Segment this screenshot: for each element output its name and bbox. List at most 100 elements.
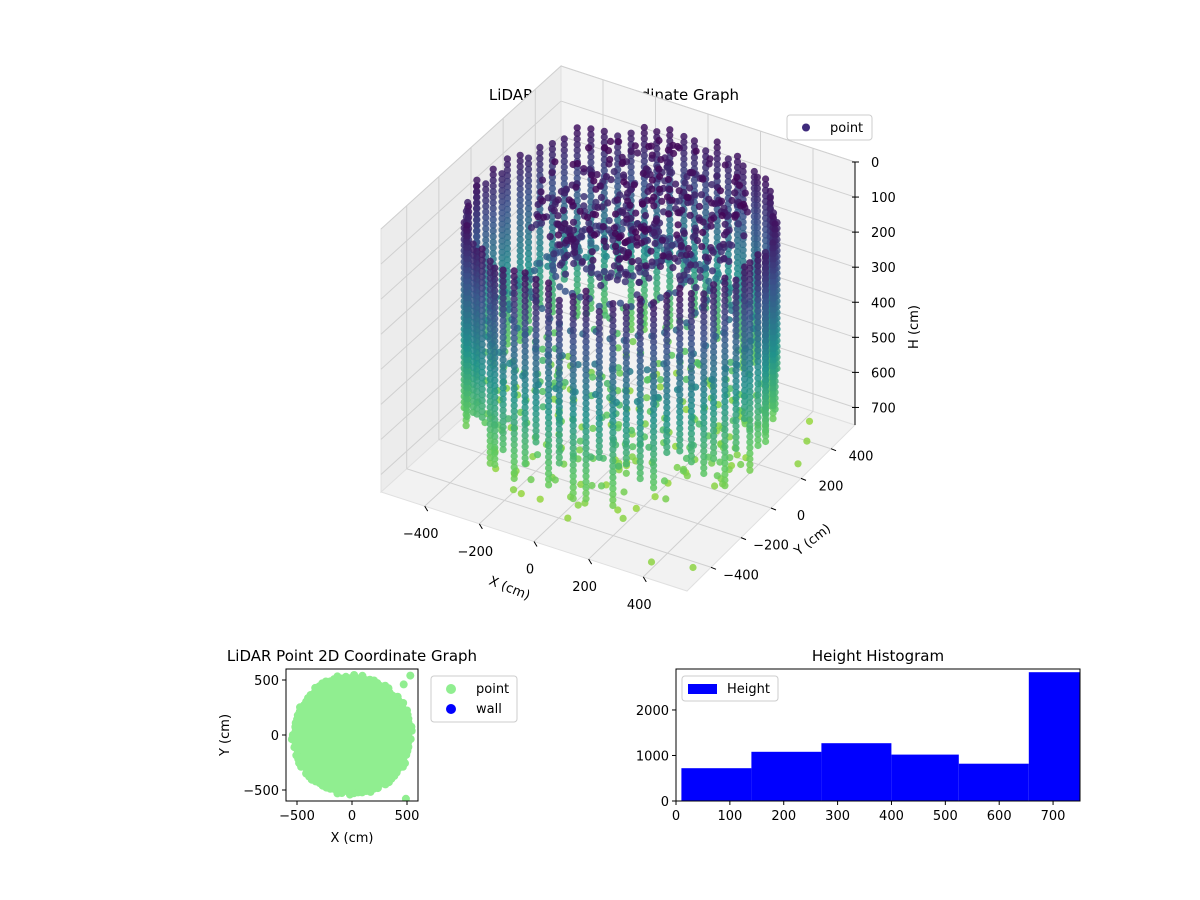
point-3d bbox=[710, 443, 718, 451]
point-3d bbox=[665, 210, 673, 218]
point-3d bbox=[569, 315, 577, 323]
chart-2d-y-tick-label: 500 bbox=[254, 674, 279, 689]
point-3d bbox=[569, 382, 577, 390]
point-3d bbox=[663, 353, 671, 361]
point-3d bbox=[498, 220, 506, 228]
point-3d bbox=[687, 452, 696, 460]
point-3d bbox=[721, 420, 729, 428]
point-3d bbox=[739, 252, 747, 260]
histogram-bar bbox=[681, 768, 752, 801]
point-3d bbox=[543, 253, 551, 261]
point-3d bbox=[618, 225, 626, 233]
point-3d bbox=[582, 377, 590, 385]
point-3d bbox=[626, 201, 634, 209]
point-3d bbox=[687, 413, 696, 421]
point-3d bbox=[478, 363, 486, 371]
point-3d bbox=[636, 323, 644, 331]
point-3d bbox=[653, 268, 661, 276]
point-3d bbox=[721, 330, 729, 338]
point-3d bbox=[741, 353, 749, 361]
point-3d bbox=[681, 179, 689, 187]
point-3d bbox=[600, 133, 608, 141]
point-3d bbox=[595, 364, 603, 372]
point-3d bbox=[689, 169, 697, 177]
point-3d bbox=[491, 449, 499, 457]
point-3d bbox=[721, 414, 729, 422]
point-3d bbox=[662, 495, 670, 503]
point-3d bbox=[632, 209, 640, 217]
point-3d bbox=[705, 160, 713, 168]
point-3d bbox=[676, 396, 684, 404]
point-3d bbox=[663, 370, 671, 378]
histogram-frame bbox=[675, 668, 1081, 802]
point-3d bbox=[754, 340, 762, 349]
point-3d bbox=[700, 447, 708, 455]
point-3d bbox=[510, 373, 518, 382]
point-3d bbox=[614, 143, 622, 151]
point-3d bbox=[503, 239, 511, 247]
point-3d bbox=[700, 295, 708, 304]
point-3d bbox=[719, 240, 727, 248]
point-3d bbox=[569, 433, 577, 441]
histogram-title: Height Histogram bbox=[812, 647, 944, 665]
point-3d bbox=[503, 194, 511, 202]
point-3d bbox=[650, 338, 658, 346]
point-3d bbox=[521, 398, 529, 406]
point-3d bbox=[754, 268, 762, 276]
point-3d bbox=[491, 320, 499, 328]
point-3d bbox=[769, 256, 777, 264]
point-3d bbox=[663, 364, 671, 372]
point-3d bbox=[545, 408, 553, 416]
point-3d bbox=[663, 437, 671, 445]
point-3d bbox=[700, 324, 708, 332]
point-3d bbox=[499, 423, 507, 431]
point-3d bbox=[636, 390, 644, 399]
point-3d bbox=[591, 211, 600, 219]
chart-2d-y-tick-label: 0 bbox=[271, 729, 279, 744]
point-3d bbox=[478, 402, 486, 410]
point-3d bbox=[732, 276, 740, 284]
point-3d bbox=[478, 368, 486, 376]
point-3d bbox=[609, 322, 617, 330]
point-3d bbox=[499, 395, 507, 403]
histogram-legend-box bbox=[681, 675, 779, 702]
point-3d bbox=[754, 256, 762, 264]
point-3d bbox=[733, 231, 742, 239]
point-3d bbox=[478, 273, 486, 281]
point-3d bbox=[622, 387, 630, 395]
point-3d bbox=[463, 356, 471, 364]
point-3d bbox=[663, 158, 672, 166]
point-3d bbox=[491, 354, 499, 362]
y-tick-label: 200 bbox=[819, 479, 844, 494]
point-3d bbox=[622, 359, 630, 367]
point-3d bbox=[663, 319, 671, 328]
point-3d bbox=[676, 385, 684, 393]
point-3d bbox=[653, 274, 661, 282]
point-3d bbox=[532, 348, 540, 356]
point-3d bbox=[573, 129, 581, 137]
point-3d bbox=[674, 209, 682, 217]
point-3d bbox=[622, 342, 630, 350]
point-3d bbox=[650, 422, 658, 430]
point-3d bbox=[687, 385, 696, 393]
point-3d bbox=[510, 334, 518, 342]
point-3d bbox=[636, 441, 644, 449]
point-3d bbox=[499, 317, 507, 325]
point-3d bbox=[590, 231, 599, 239]
point-3d bbox=[762, 376, 770, 384]
point-3d bbox=[721, 426, 729, 434]
point-3d bbox=[753, 218, 761, 226]
point-3d bbox=[636, 340, 644, 348]
point-3d bbox=[700, 385, 708, 393]
point-3d bbox=[762, 314, 770, 322]
point-3d bbox=[732, 439, 740, 447]
point-3d bbox=[478, 279, 486, 287]
point-3d bbox=[582, 399, 590, 407]
point-3d bbox=[463, 300, 471, 308]
point-3d bbox=[510, 469, 518, 477]
point-3d bbox=[595, 369, 603, 377]
point-3d bbox=[656, 262, 665, 270]
point-3d bbox=[650, 394, 658, 402]
point-3d bbox=[700, 335, 708, 343]
z-tick-label: 700 bbox=[871, 401, 896, 416]
